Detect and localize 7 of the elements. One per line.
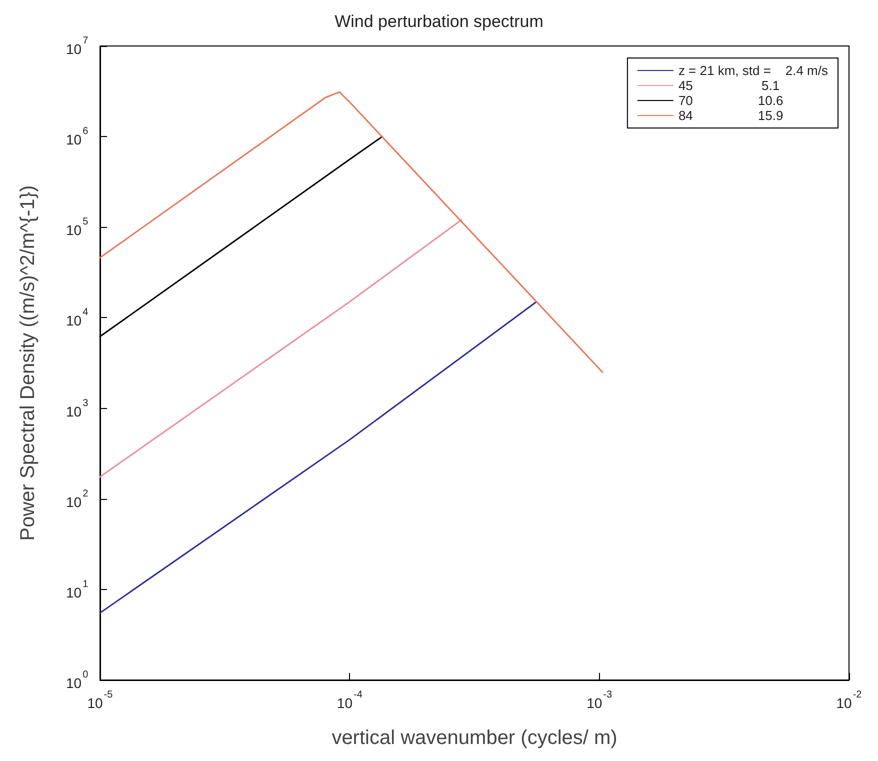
legend-label: 70 10.6 [678,93,784,108]
legend-label: 45 5.1 [678,78,780,93]
legend-label: z = 21 km, std = 2.4 m/s [678,63,828,78]
chart-title: Wind perturbation spectrum [334,12,544,31]
y-axis-title: Power Spectral Density ((m/s)^2/m^{-1}) [17,185,39,541]
legend-label: 84 15.9 [678,108,784,123]
x-axis-title: vertical wavenumber (cycles/ m) [332,727,618,749]
